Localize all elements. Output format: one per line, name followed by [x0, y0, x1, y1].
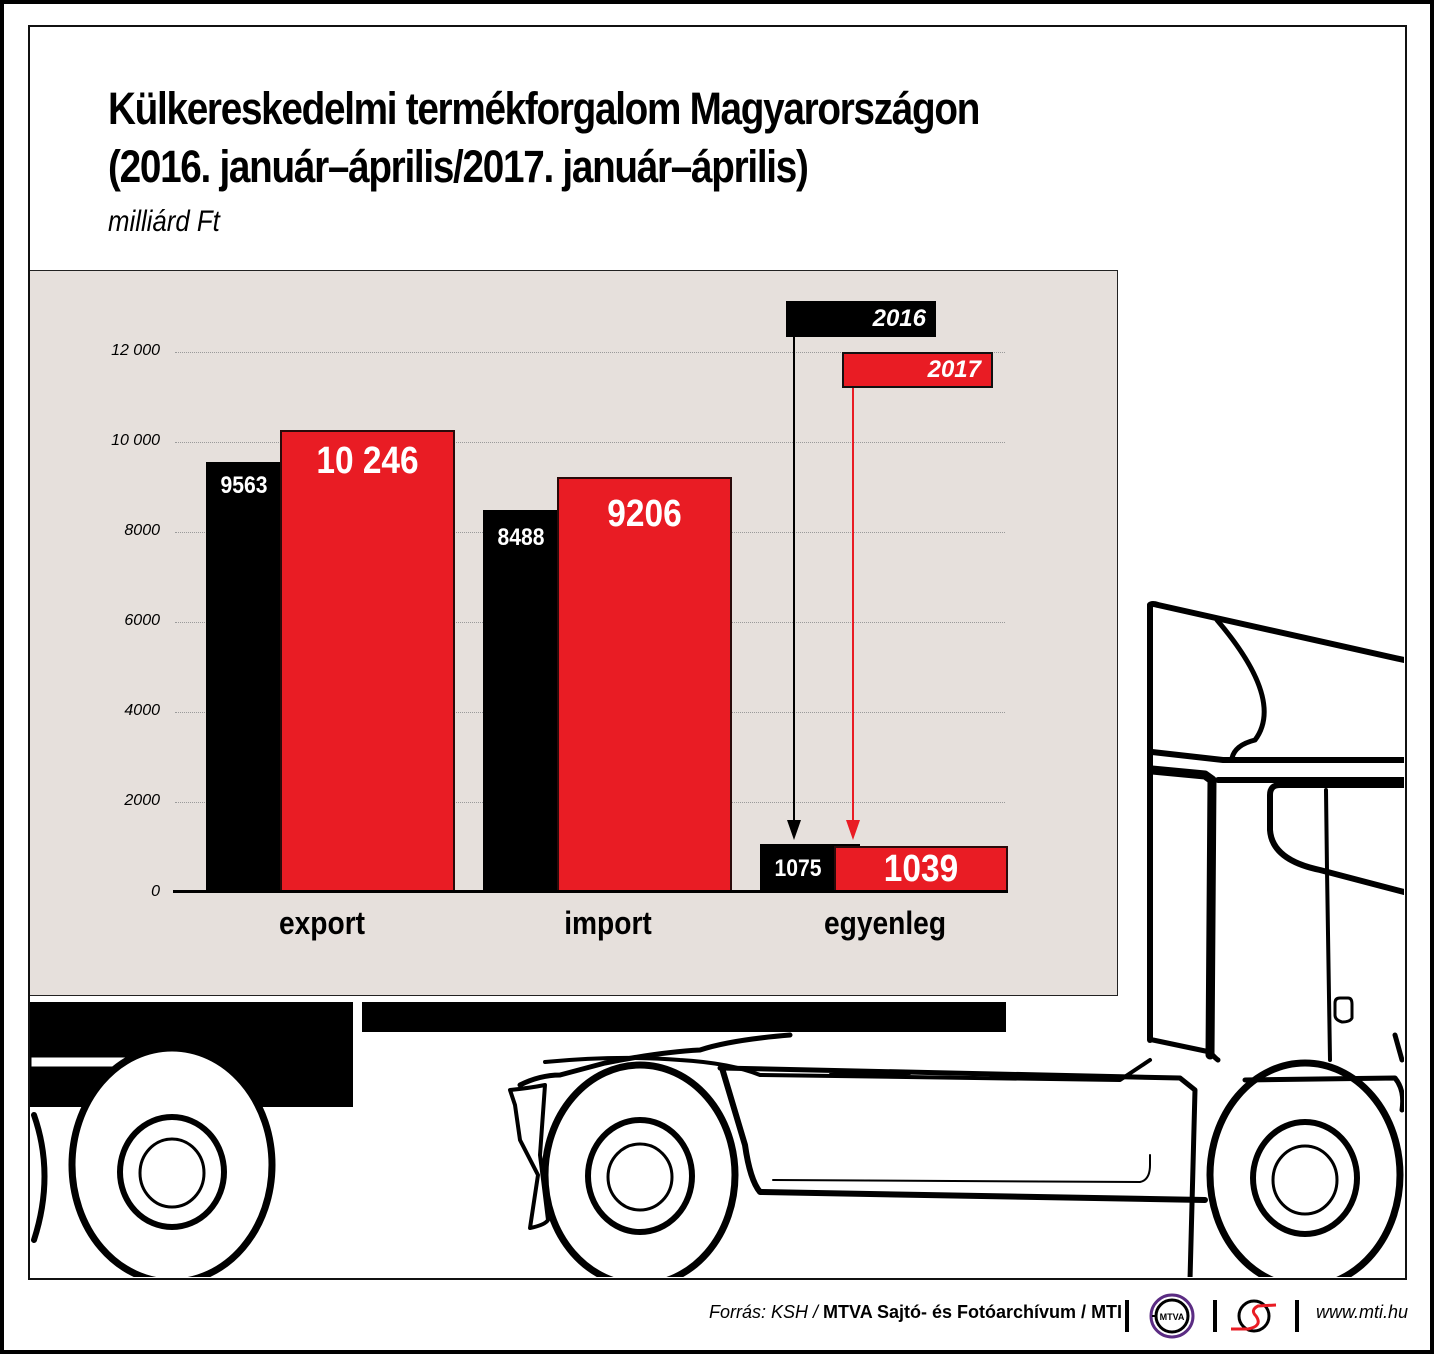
y-tick-12000: 12 000: [111, 342, 160, 359]
bar-export-2017: 10 246: [280, 430, 455, 892]
value-import-2016: 8488: [497, 524, 545, 551]
source-text: Forrás: KSH / MTVA Sajtó- és Fotóarchívu…: [709, 1302, 1122, 1323]
mti-logo-icon: [1231, 1299, 1277, 1333]
legend-2017-arrow-line: [852, 388, 854, 826]
legend-2017: 2017: [842, 352, 993, 388]
truck-illustration: [30, 601, 1404, 1277]
source-agency: MTVA Sajtó- és Fotóarchívum / MTI: [823, 1302, 1123, 1322]
footer-separator: [1295, 1300, 1299, 1332]
arrow-down-icon: [846, 820, 860, 840]
footer-separator: [1213, 1300, 1217, 1332]
source-prefix: Forrás: KSH /: [709, 1302, 824, 1322]
x-axis-baseline: [173, 890, 1008, 893]
y-tick-0: 0: [151, 883, 160, 900]
arrow-down-icon: [787, 820, 801, 840]
gridline-12000: [175, 352, 1005, 353]
gridline-10000: [175, 442, 1005, 443]
legend-2016-arrow-line: [793, 337, 795, 827]
value-import-2017: 9206: [607, 493, 682, 535]
category-export: export: [278, 905, 366, 941]
title-line-1: Külkereskedelmi termékforgalom Magyarors…: [108, 83, 980, 134]
value-export-2016: 9563: [220, 472, 268, 499]
bar-import-2016: 8488: [483, 510, 559, 892]
mtva-logo-text: MTVA: [1160, 1312, 1185, 1322]
value-balance-2017: 1039: [883, 848, 959, 890]
bar-export-2016: 9563: [206, 462, 282, 892]
y-tick-6000: 6000: [124, 612, 160, 629]
y-tick-10000: 10 000: [111, 432, 160, 449]
y-tick-2000: 2000: [124, 792, 160, 809]
title-line-2: (2016. január–április/2017. január–ápril…: [108, 141, 809, 192]
category-import: import: [564, 905, 652, 941]
bar-balance-2017: 1039: [834, 846, 1008, 892]
mtva-logo-icon: MTVA: [1149, 1293, 1195, 1339]
footer-separator: [1125, 1300, 1129, 1332]
value-balance-2016: 1075: [774, 855, 822, 882]
unit-label: milliárd Ft: [108, 205, 220, 238]
website-link[interactable]: www.mti.hu: [1316, 1302, 1409, 1322]
bar-import-2017: 9206: [557, 477, 732, 892]
value-export-2017: 10 246: [316, 440, 419, 482]
category-balance: egyenleg: [823, 905, 947, 941]
y-tick-8000: 8000: [124, 522, 160, 539]
chart-title: Külkereskedelmi termékforgalom Magyarors…: [108, 80, 980, 196]
legend-2016: 2016: [786, 301, 936, 337]
y-tick-4000: 4000: [124, 702, 160, 719]
